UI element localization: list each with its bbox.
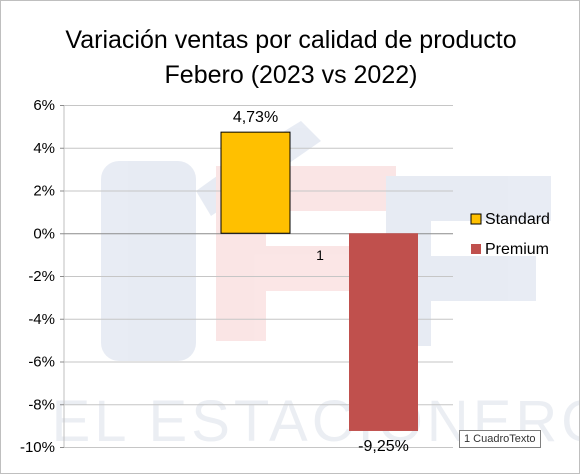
y-tick-label: -10% bbox=[20, 439, 55, 456]
textbox-tag[interactable]: 1 CuadroTexto bbox=[459, 430, 541, 448]
y-axis-ticks: 6% 4% 2% 0% -2% -4% -6% -8% -10% bbox=[20, 97, 55, 456]
watermark-letter-e2 bbox=[386, 176, 551, 346]
data-labels: 4,73% -9,25% bbox=[233, 109, 409, 455]
legend-swatch-standard bbox=[470, 213, 482, 225]
x-axis-categories: 1 bbox=[316, 247, 324, 263]
data-label-standard: 4,73% bbox=[233, 109, 278, 126]
bars bbox=[220, 131, 418, 431]
chart-title-line: Febero (2023 vs 2022) bbox=[165, 61, 418, 89]
y-tick-label: 2% bbox=[33, 183, 55, 200]
watermark-logo: EL ESTACIONERO bbox=[52, 121, 579, 454]
bar-premium bbox=[349, 233, 418, 431]
y-tick-label: 4% bbox=[33, 140, 55, 157]
watermark-pump-body bbox=[101, 161, 196, 361]
data-label-premium: -9,25% bbox=[358, 438, 409, 455]
chart-title: Variación ventas por calidad de producto… bbox=[65, 26, 516, 89]
y-tick-label: -2% bbox=[28, 268, 55, 285]
legend[interactable]: Standard Premium bbox=[470, 211, 550, 258]
bar-standard bbox=[220, 131, 291, 234]
y-tick-label: 6% bbox=[33, 97, 55, 114]
y-tick-label: -6% bbox=[28, 354, 55, 371]
legend-label-premium: Premium bbox=[485, 241, 549, 258]
legend-label-standard: Standard bbox=[485, 211, 550, 228]
y-tick-label: -4% bbox=[28, 311, 55, 328]
legend-swatch-premium bbox=[471, 244, 481, 254]
chart-title-line: Variación ventas por calidad de producto bbox=[65, 26, 516, 54]
x-category-label: 1 bbox=[316, 247, 324, 263]
y-tick-label: -8% bbox=[28, 396, 55, 413]
y-tick-label: 0% bbox=[33, 225, 55, 242]
